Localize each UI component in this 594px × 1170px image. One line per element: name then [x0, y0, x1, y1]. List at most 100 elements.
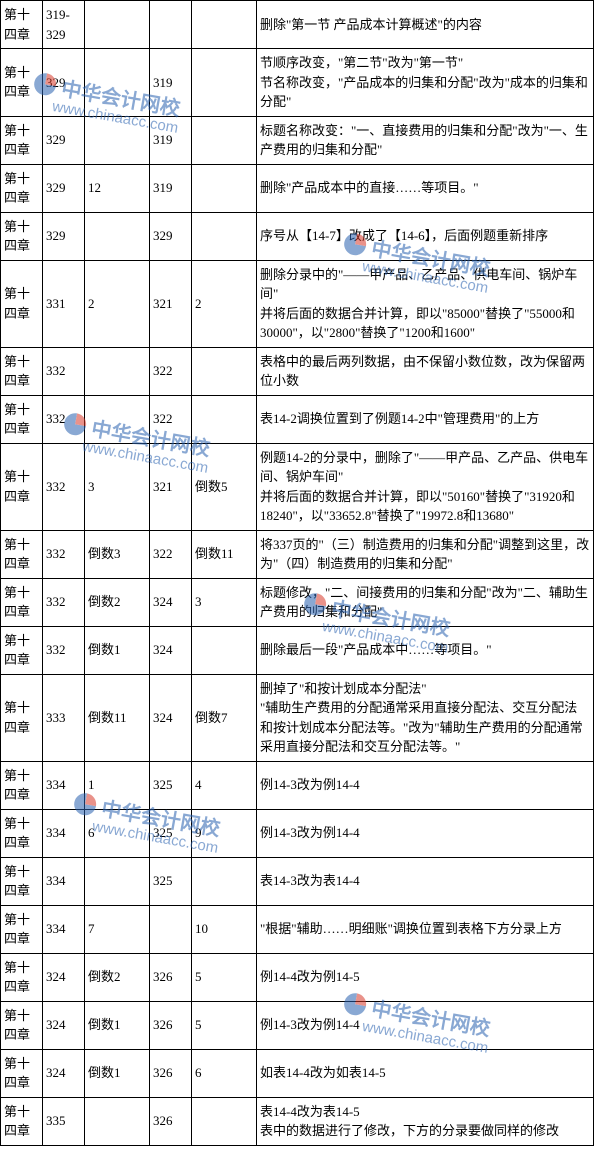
- table-row: 第十四章329329序号从【14-7】改成了【14-6】，后面例题重新排序: [1, 212, 594, 260]
- cell-line-old: [85, 395, 150, 443]
- cell-chapter: 第十四章: [1, 443, 43, 530]
- cell-page-old: 332: [43, 530, 85, 578]
- cell-page-old: 332: [43, 626, 85, 674]
- cell-chapter: 第十四章: [1, 857, 43, 905]
- cell-page-old: 335: [43, 1097, 85, 1145]
- cell-page-old: 332: [43, 578, 85, 626]
- cell-line-new: [192, 857, 257, 905]
- cell-page-new: 326: [150, 1049, 192, 1097]
- cell-page-new: 326: [150, 1097, 192, 1145]
- cell-chapter: 第十四章: [1, 809, 43, 857]
- table-row: 第十四章332倒数3322倒数11将337页的"（三）制造费用的归集和分配"调整…: [1, 530, 594, 578]
- cell-chapter: 第十四章: [1, 578, 43, 626]
- table-row: 第十四章324倒数13265例14-3改为例14-4: [1, 1001, 594, 1049]
- cell-line-old: 2: [85, 260, 150, 347]
- cell-line-old: 倒数1: [85, 1001, 150, 1049]
- cell-page-new: 325: [150, 761, 192, 809]
- cell-line-new: 6: [192, 1049, 257, 1097]
- cell-line-old: 倒数1: [85, 1049, 150, 1097]
- cell-description: 例14-3改为例14-4: [257, 1001, 594, 1049]
- cell-page-new: 322: [150, 530, 192, 578]
- cell-description: 表14-2调换位置到了例题14-2中"管理费用"的上方: [257, 395, 594, 443]
- cell-page-new: [150, 1, 192, 49]
- cell-chapter: 第十四章: [1, 260, 43, 347]
- cell-line-new: [192, 1097, 257, 1145]
- table-row: 第十四章32912319删除"产品成本中的直接……等项目。": [1, 164, 594, 212]
- cell-line-old: 3: [85, 443, 150, 530]
- cell-description: "根据"辅助……明细账"调换位置到表格下方分录上方: [257, 905, 594, 953]
- cell-chapter: 第十四章: [1, 164, 43, 212]
- cell-line-new: [192, 49, 257, 117]
- cell-chapter: 第十四章: [1, 1049, 43, 1097]
- cell-line-new: [192, 395, 257, 443]
- table-row: 第十四章332322表格中的最后两列数据，由不保留小数位数，改为保留两位小数: [1, 347, 594, 395]
- table-row: 第十四章324倒数13266如表14-4改为如表14-5: [1, 1049, 594, 1097]
- cell-page-old: 334: [43, 905, 85, 953]
- cell-description: 例14-3改为例14-4: [257, 809, 594, 857]
- cell-page-old: 329: [43, 116, 85, 164]
- cell-page-new: 326: [150, 1001, 192, 1049]
- table-row: 第十四章3323321倒数5例题14-2的分录中，删除了"——甲产品、乙产品、供…: [1, 443, 594, 530]
- cell-line-new: 4: [192, 761, 257, 809]
- cell-line-old: [85, 116, 150, 164]
- cell-chapter: 第十四章: [1, 395, 43, 443]
- cell-description: 表14-4改为表14-5表中的数据进行了修改，下方的分录要做同样的修改: [257, 1097, 594, 1145]
- cell-description: 表格中的最后两列数据，由不保留小数位数，改为保留两位小数: [257, 347, 594, 395]
- cell-line-new: [192, 212, 257, 260]
- changes-table: 第十四章319-329删除"第一节 产品成本计算概述"的内容第十四章329319…: [0, 0, 594, 1146]
- cell-description: 删除最后一段"产品成本中……等项目。": [257, 626, 594, 674]
- cell-page-old: 334: [43, 809, 85, 857]
- cell-line-new: 倒数5: [192, 443, 257, 530]
- cell-line-old: 倒数11: [85, 674, 150, 761]
- cell-description: 如表14-4改为如表14-5: [257, 1049, 594, 1097]
- table-row: 第十四章324倒数23265例14-4改为例14-5: [1, 953, 594, 1001]
- cell-line-old: 6: [85, 809, 150, 857]
- cell-page-old: 324: [43, 1049, 85, 1097]
- cell-page-new: [150, 905, 192, 953]
- cell-line-new: [192, 164, 257, 212]
- cell-description: 例14-4改为例14-5: [257, 953, 594, 1001]
- cell-description: 将337页的"（三）制造费用的归集和分配"调整到这里，改为"（四）制造费用的归集…: [257, 530, 594, 578]
- cell-page-old: 331: [43, 260, 85, 347]
- cell-line-old: [85, 347, 150, 395]
- cell-chapter: 第十四章: [1, 626, 43, 674]
- cell-description: 例14-3改为例14-4: [257, 761, 594, 809]
- cell-chapter: 第十四章: [1, 212, 43, 260]
- cell-chapter: 第十四章: [1, 49, 43, 117]
- table-row: 第十四章33463259例14-3改为例14-4: [1, 809, 594, 857]
- cell-page-new: 319: [150, 116, 192, 164]
- cell-page-new: 324: [150, 674, 192, 761]
- cell-line-new: [192, 116, 257, 164]
- table-row: 第十四章332倒数23243标题修改，"二、间接费用的归集和分配"改为"二、辅助…: [1, 578, 594, 626]
- cell-page-new: 324: [150, 578, 192, 626]
- cell-line-old: 1: [85, 761, 150, 809]
- table-row: 第十四章334710"根据"辅助……明细账"调换位置到表格下方分录上方: [1, 905, 594, 953]
- cell-line-old: 7: [85, 905, 150, 953]
- cell-page-old: 332: [43, 443, 85, 530]
- cell-page-new: 325: [150, 809, 192, 857]
- table-row: 第十四章319-329删除"第一节 产品成本计算概述"的内容: [1, 1, 594, 49]
- cell-page-new: 324: [150, 626, 192, 674]
- cell-line-old: [85, 212, 150, 260]
- cell-line-old: 倒数2: [85, 578, 150, 626]
- cell-chapter: 第十四章: [1, 530, 43, 578]
- cell-page-old: 329: [43, 49, 85, 117]
- cell-page-old: 329: [43, 212, 85, 260]
- cell-chapter: 第十四章: [1, 761, 43, 809]
- cell-description: 删掉了"和按计划成本分配法""辅助生产费用的分配通常采用直接分配法、交互分配法和…: [257, 674, 594, 761]
- cell-page-old: 324: [43, 953, 85, 1001]
- cell-chapter: 第十四章: [1, 1, 43, 49]
- cell-chapter: 第十四章: [1, 674, 43, 761]
- cell-page-new: 322: [150, 347, 192, 395]
- cell-line-old: [85, 1097, 150, 1145]
- cell-line-old: [85, 49, 150, 117]
- table-row: 第十四章33123212删除分录中的"——甲产品、乙产品、供电车间、锅炉车间"并…: [1, 260, 594, 347]
- cell-page-old: 324: [43, 1001, 85, 1049]
- cell-page-old: 332: [43, 347, 85, 395]
- cell-line-old: 倒数1: [85, 626, 150, 674]
- table-row: 第十四章329319标题名称改变："一、直接费用的归集和分配"改为"一、生产费用…: [1, 116, 594, 164]
- cell-page-new: 326: [150, 953, 192, 1001]
- cell-line-new: [192, 626, 257, 674]
- cell-line-old: [85, 1, 150, 49]
- cell-page-old: 334: [43, 857, 85, 905]
